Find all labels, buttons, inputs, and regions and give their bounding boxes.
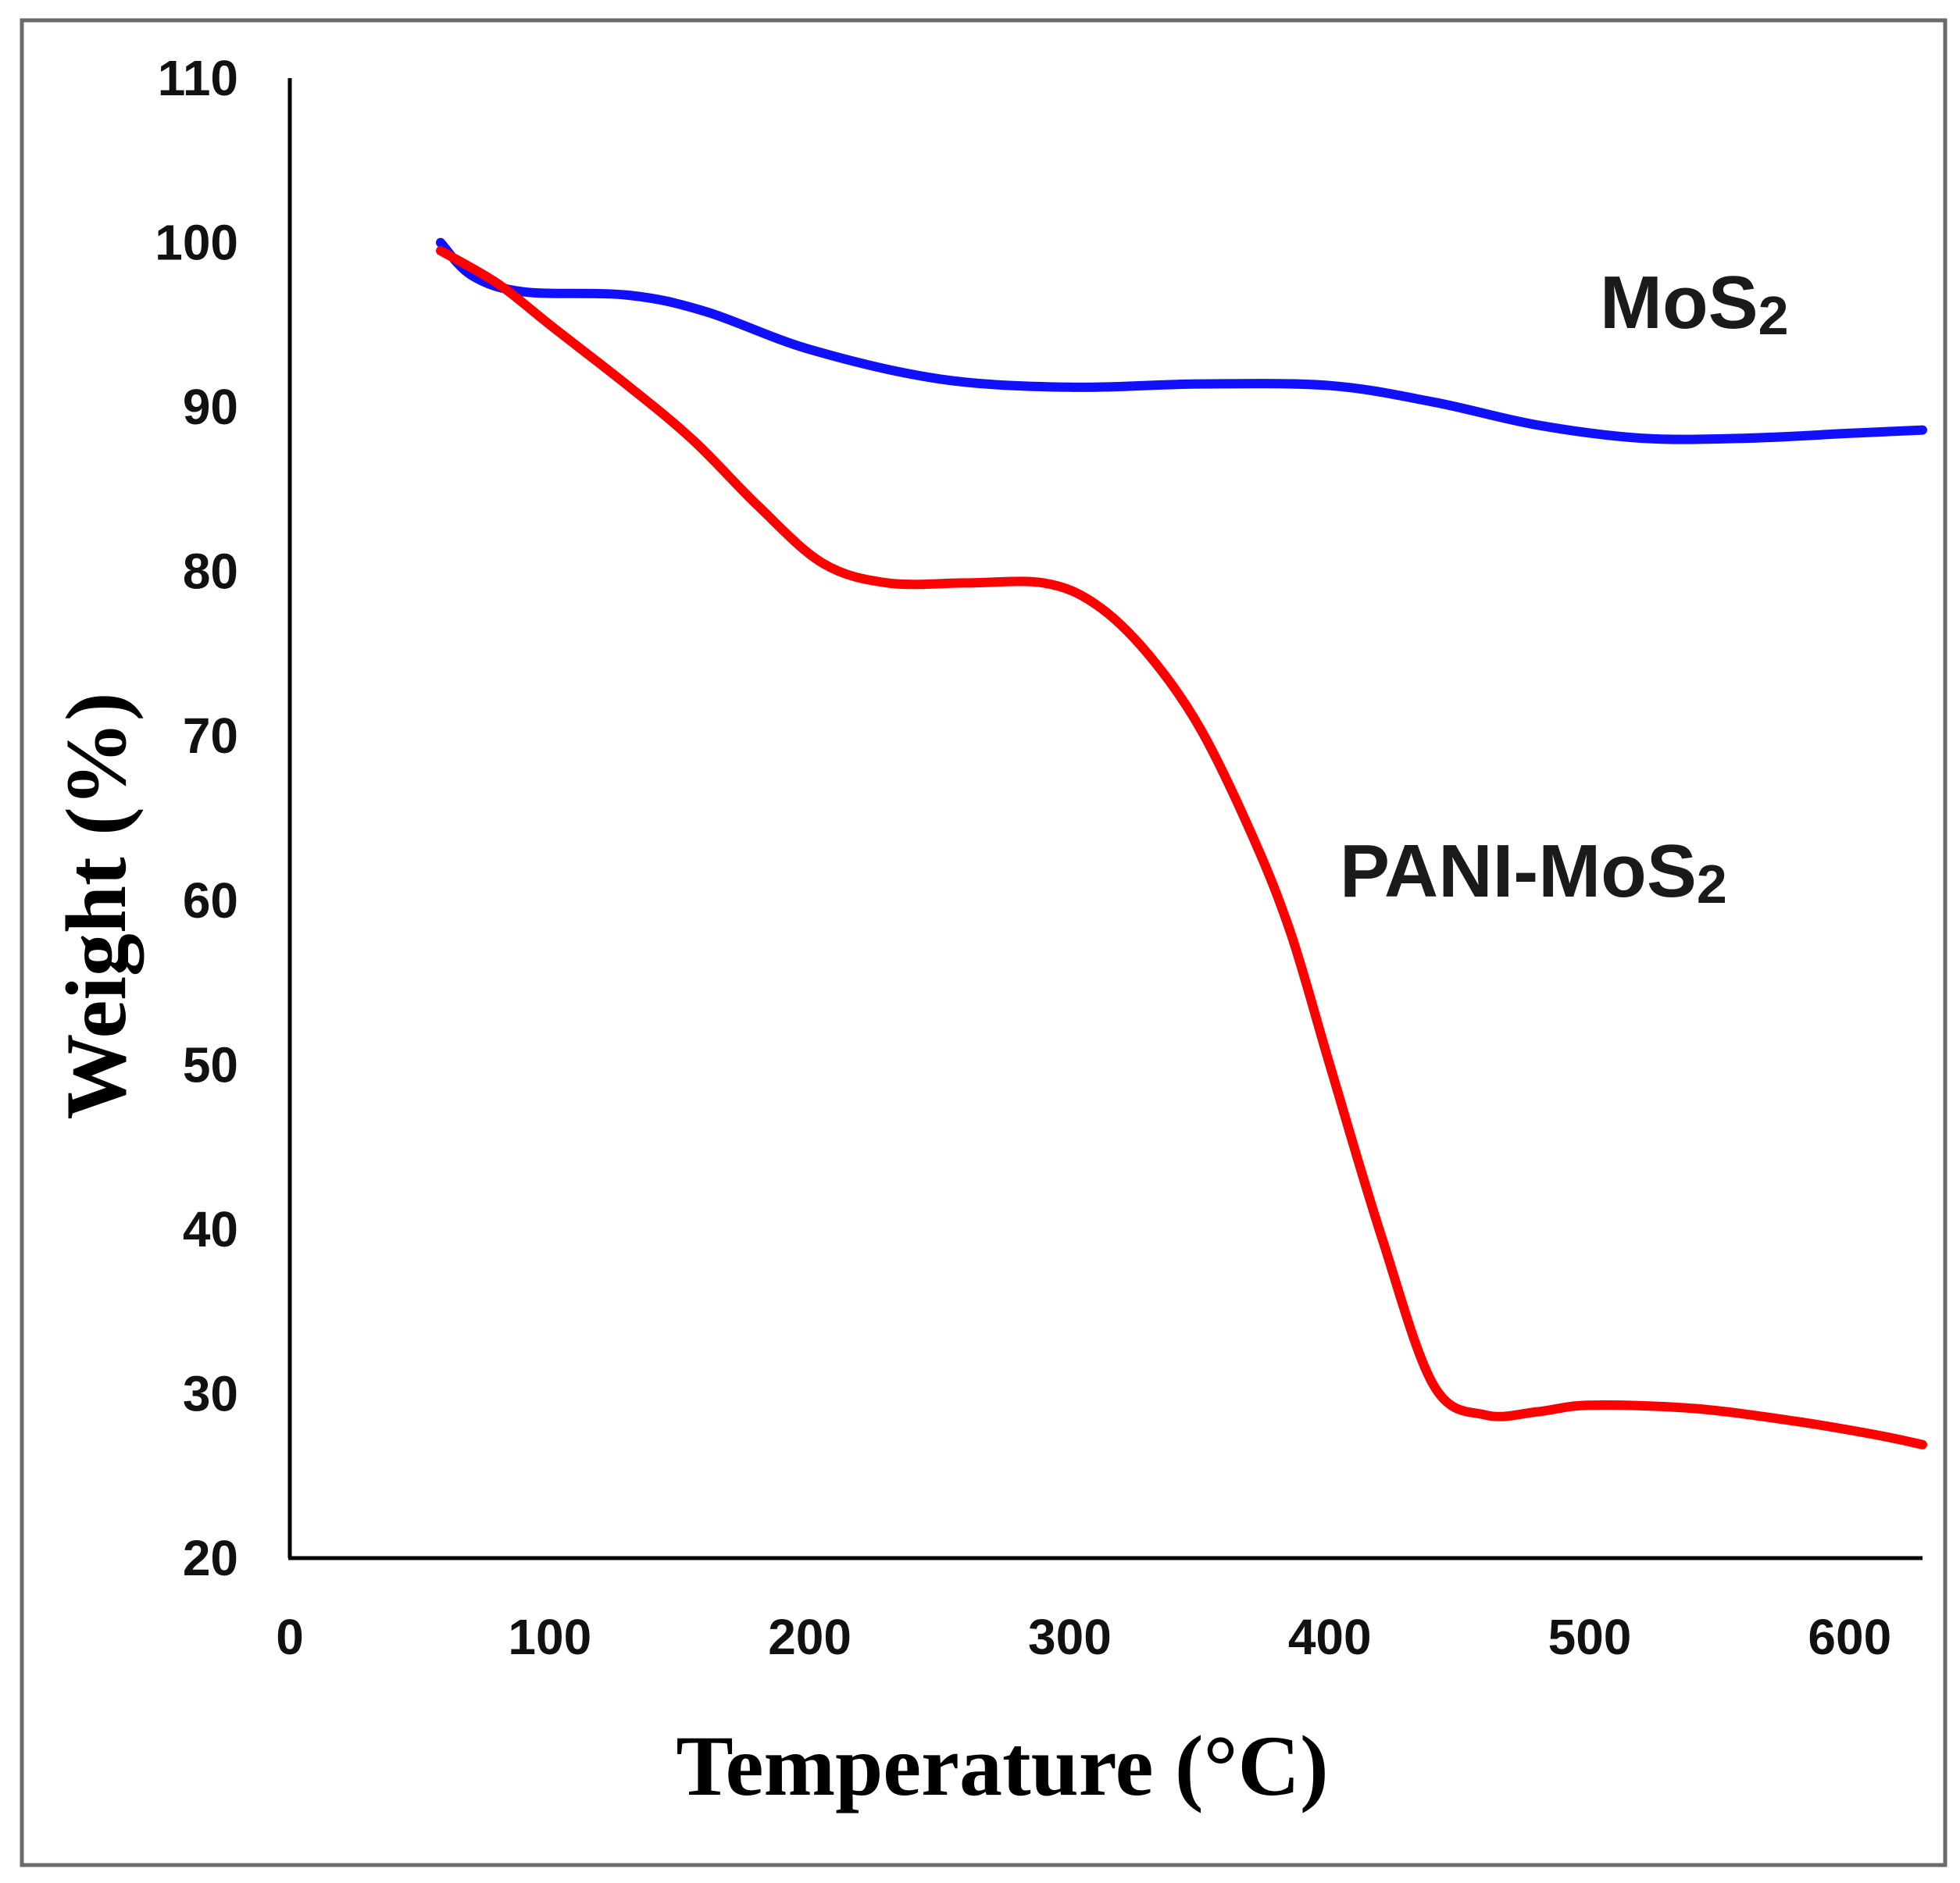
x-tick-label: 100 bbox=[508, 1609, 591, 1665]
y-tick-label: 110 bbox=[158, 50, 238, 106]
series-label-pani-mos2-main: PANI-MoS bbox=[1340, 829, 1697, 913]
y-tick-labels: 20 30 40 50 60 70 80 90 100 110 bbox=[155, 50, 238, 1586]
x-tick-label: 500 bbox=[1548, 1609, 1632, 1665]
series-line-pani-mos2 bbox=[436, 246, 1927, 1450]
y-axis-title: Weight (%) bbox=[48, 693, 144, 1120]
y-tick-label: 60 bbox=[183, 872, 238, 929]
x-tick-label: 400 bbox=[1288, 1609, 1372, 1665]
series-label-mos2-main: MoS bbox=[1600, 261, 1758, 344]
series-label-pani-mos2: PANI-MoS2 bbox=[1340, 829, 1727, 915]
y-tick-label: 80 bbox=[183, 544, 238, 600]
y-tick-label: 40 bbox=[183, 1201, 238, 1257]
x-axis-title: Temperature (°C) bbox=[676, 1718, 1328, 1813]
series-label-mos2: MoS2 bbox=[1600, 261, 1789, 346]
y-tick-label: 100 bbox=[155, 215, 238, 271]
y-tick-label: 90 bbox=[183, 379, 238, 435]
x-tick-labels: 0 100 200 300 400 500 600 bbox=[276, 1609, 1891, 1665]
y-tick-label: 20 bbox=[183, 1530, 238, 1586]
series-line-mos2 bbox=[436, 237, 1927, 444]
x-tick-label: 300 bbox=[1028, 1609, 1112, 1665]
x-tick-label: 200 bbox=[768, 1609, 851, 1665]
y-tick-label: 70 bbox=[183, 708, 238, 764]
y-tick-label: 50 bbox=[183, 1036, 238, 1093]
series-label-pani-mos2-sub: 2 bbox=[1697, 854, 1727, 915]
x-tick-label: 600 bbox=[1808, 1609, 1891, 1665]
x-tick-label: 0 bbox=[276, 1609, 304, 1665]
series-label-mos2-sub: 2 bbox=[1758, 285, 1789, 346]
y-tick-label: 30 bbox=[183, 1365, 238, 1421]
